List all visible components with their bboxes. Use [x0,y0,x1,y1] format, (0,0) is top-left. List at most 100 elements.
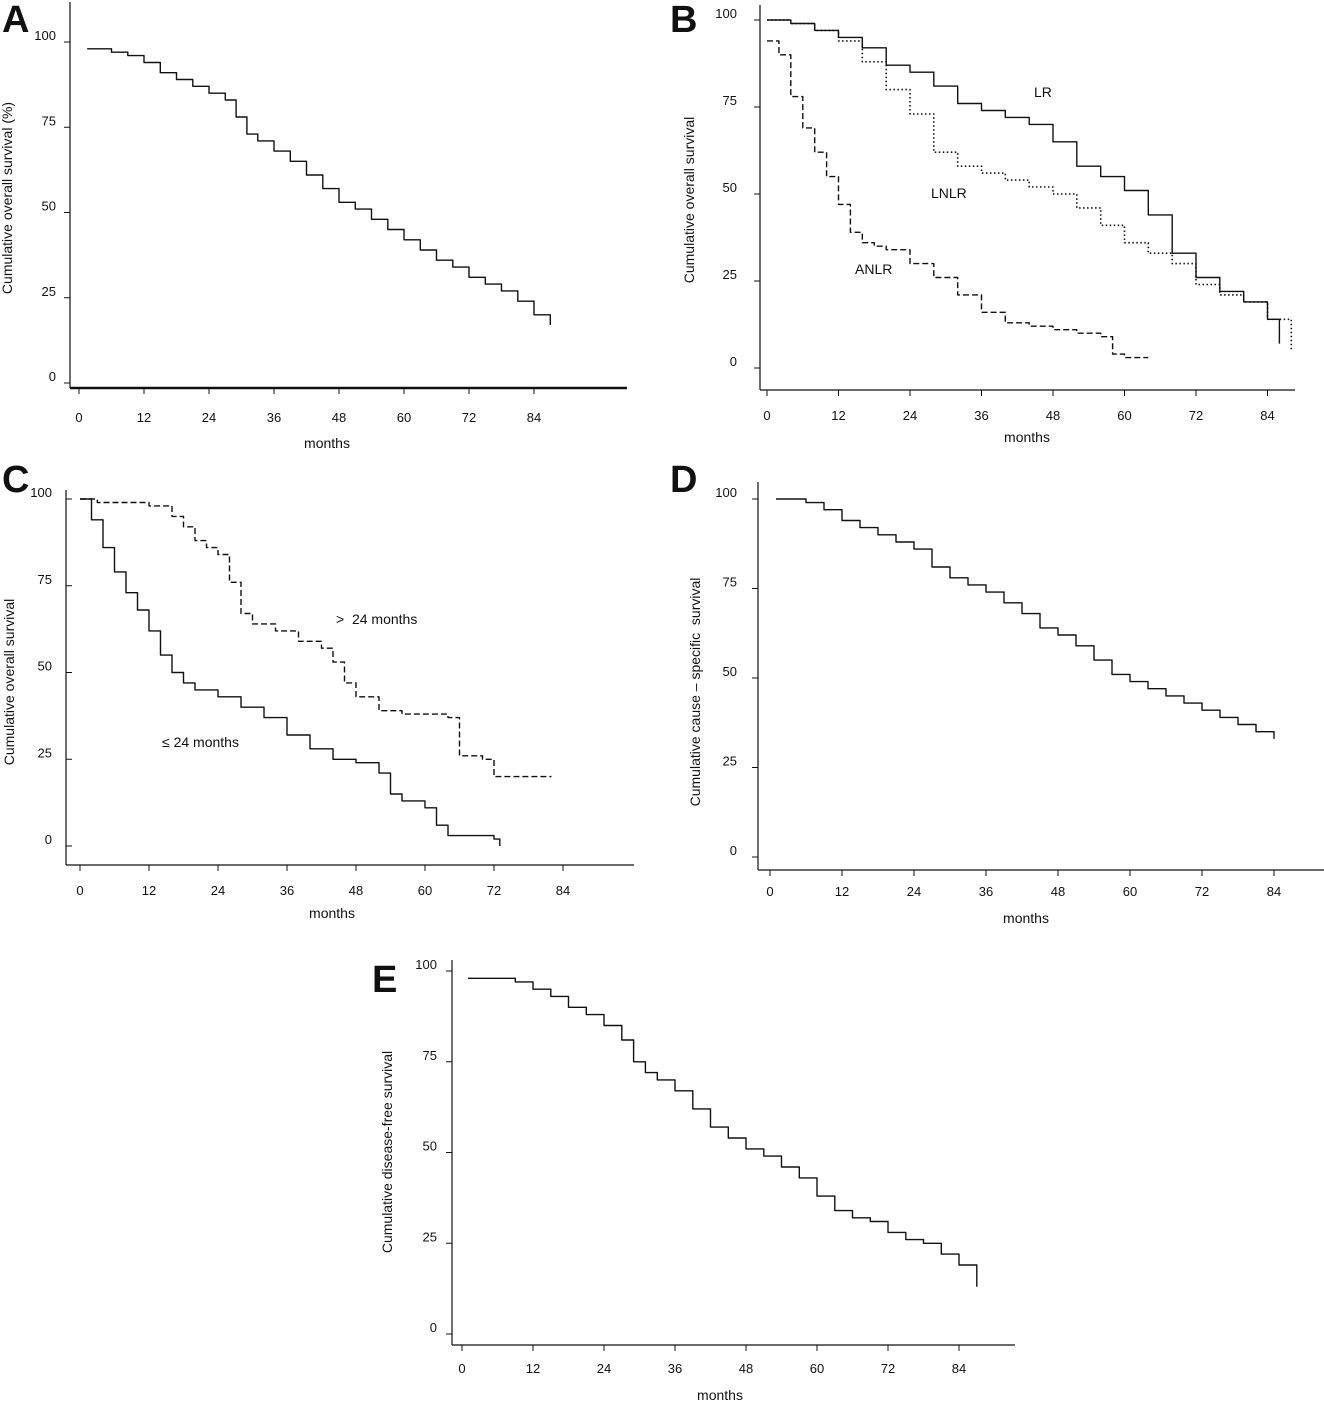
x-tick-label-b: 60 [1117,408,1131,423]
x-ticks-c: 0 12 24 36 48 60 72 84 [76,865,570,898]
x-tick-label-b: 36 [974,408,988,423]
panel-letter-b: B [670,0,697,41]
y-axis-title-e: Cumulative disease-free survival [379,1051,395,1253]
x-tick-label-c: 12 [142,883,156,898]
x-tick-label-e: 0 [458,1361,465,1376]
x-tick-label-b: 0 [763,408,770,423]
survival-curve-a-0 [87,48,551,325]
survival-curve-c-24-months [80,498,552,778]
x-tick-label-e: 48 [739,1361,753,1376]
y-tick-label-e: 50 [423,1139,437,1154]
x-axis-title-d: months [1003,910,1049,926]
y-tick-label-e: 0 [430,1320,437,1335]
x-axis-title-e: months [697,1387,743,1402]
panel-letter-a: A [2,0,29,41]
x-tick-label-e: 84 [952,1361,966,1376]
y-axis-title-d: Cumulative cause – specific survival [687,578,703,807]
x-tick-label-b: 12 [831,408,845,423]
x-tick-label-c: 72 [487,883,501,898]
x-tick-label-d: 72 [1195,884,1209,899]
x-tick-label-a: 48 [332,410,346,425]
y-ticks-b: 0 25 50 75 100 [715,6,760,369]
x-axis-title-b: months [1004,429,1050,445]
x-tick-label-c: 84 [556,883,570,898]
x-tick-label-b: 72 [1189,408,1203,423]
x-tick-label-c: 36 [280,883,294,898]
x-tick-label-d: 60 [1123,884,1137,899]
y-tick-label-c: 50 [38,659,52,674]
y-axis-title-c: Cumulative overall survival [1,599,17,766]
panel-c: C 0 25 50 75 100 0 12 24 36 48 60 72 84 > 24 months… [1,459,634,921]
x-tick-label-a: 72 [462,410,476,425]
x-tick-label-e: 36 [668,1361,682,1376]
x-tick-label-a: 0 [75,410,82,425]
y-tick-label-b: 75 [723,93,737,108]
series-group-d [776,498,1275,739]
y-tick-label-a: 100 [34,28,56,43]
y-tick-label-b: 0 [730,354,737,369]
panel-letter-c: C [2,459,29,501]
x-ticks-b: 0 12 24 36 48 60 72 84 [763,390,1275,423]
y-axis-title-b: Cumulative overall survival [681,117,697,284]
y-tick-label-a: 50 [42,199,56,214]
x-tick-label-c: 48 [349,883,363,898]
y-tick-label-c: 25 [38,745,52,760]
x-ticks-a: 0 12 24 36 48 60 72 84 [75,388,541,425]
y-tick-label-d: 75 [723,575,737,590]
x-ticks-d: 0 12 24 36 48 60 72 84 [766,870,1281,899]
y-tick-label-b: 100 [715,6,737,21]
panel-letter-d: D [670,459,697,501]
x-tick-label-d: 24 [907,884,921,899]
x-tick-label-b: 84 [1260,408,1274,423]
survival-curve-b-lnlr [767,19,1293,351]
y-tick-label-d: 25 [723,754,737,769]
series-group-a [87,48,551,325]
annotation-anlr: ANLR [855,261,892,277]
x-tick-label-c: 24 [211,883,225,898]
x-tick-label-e: 60 [810,1361,824,1376]
x-tick-label-d: 36 [979,884,993,899]
y-tick-label-b: 25 [723,267,737,282]
x-tick-label-a: 36 [267,410,281,425]
survival-curve-c-24-months [80,498,501,846]
x-tick-label-d: 0 [766,884,773,899]
x-tick-label-a: 24 [202,410,216,425]
y-tick-label-e: 100 [415,957,437,972]
y-ticks-a: 0 25 50 75 100 [34,28,70,384]
y-tick-label-e: 25 [423,1229,437,1244]
series-group-c [80,498,552,846]
x-tick-label-c: 60 [418,883,432,898]
x-tick-label-c: 0 [76,883,83,898]
series-group-e [467,977,978,1287]
y-axis-title-a: Cumulative overall survival (%) [0,102,15,294]
y-tick-label-c: 0 [45,832,52,847]
x-axis-title-a: months [304,435,350,451]
x-tick-label-a: 84 [527,410,541,425]
x-tick-label-b: 48 [1046,408,1060,423]
panel-d: D 0 25 50 75 100 0 12 24 36 48 60 72 84 months Cumu… [670,459,1324,926]
survival-curve-b-anlr [767,40,1149,359]
y-tick-label-a: 0 [49,369,56,384]
x-tick-label-b: 24 [903,408,917,423]
x-tick-label-a: 60 [397,410,411,425]
panel-a: A 0 25 50 75 100 0 12 24 36 48 60 72 84 months Cumu… [0,0,627,451]
annotation-lnlr: LNLR [931,185,967,201]
panel-b: B 0 25 50 75 100 0 12 24 36 48 60 72 84 LR LNLR ANL… [670,0,1295,445]
y-ticks-c: 0 25 50 75 100 [30,485,72,847]
y-tick-label-d: 100 [715,485,737,500]
annotation-gt-24-months: > 24 months [336,611,417,627]
series-group-b [767,19,1293,359]
x-tick-label-e: 24 [597,1361,611,1376]
annotation-le-24-months: ≤ 24 months [162,734,239,750]
annotation-lr: LR [1034,84,1052,100]
x-tick-label-e: 12 [526,1361,540,1376]
panel-letter-e: E [372,959,397,1001]
y-ticks-e: 0 25 50 75 100 [415,957,452,1335]
y-ticks-d: 0 25 50 75 100 [715,485,758,858]
x-tick-label-d: 48 [1051,884,1065,899]
y-tick-label-c: 75 [38,572,52,587]
survival-curve-d-0 [776,498,1275,739]
survival-curve-e-0 [467,977,978,1287]
y-tick-label-a: 25 [42,284,56,299]
y-tick-label-e: 75 [423,1048,437,1063]
